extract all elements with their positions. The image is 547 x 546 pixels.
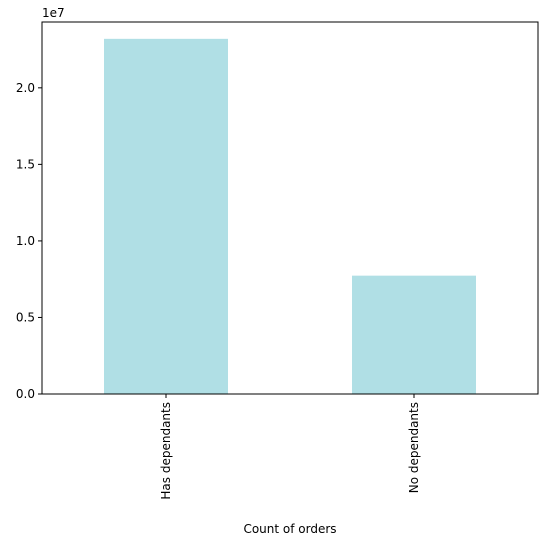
x-axis-label: Count of orders (243, 522, 336, 536)
bar-1 (352, 275, 476, 394)
x-tick-label-1: No dependants (407, 402, 421, 493)
x-axis: Has dependants No dependants (159, 394, 421, 500)
plot-frame (41, 21, 539, 395)
y-axis: 0.0 0.5 1.0 1.5 2.0 (16, 81, 42, 401)
x-tick-label-0: Has dependants (159, 402, 173, 500)
y-tick-label-0: 0.0 (16, 387, 35, 401)
bars (104, 38, 476, 394)
y-offset-label: 1e7 (42, 6, 65, 20)
y-tick-label-2: 1.0 (16, 234, 35, 248)
bar-0 (104, 38, 228, 394)
y-tick-label-4: 2.0 (16, 81, 35, 95)
y-tick-label-3: 1.5 (16, 157, 35, 171)
y-tick-label-1: 0.5 (16, 310, 35, 324)
